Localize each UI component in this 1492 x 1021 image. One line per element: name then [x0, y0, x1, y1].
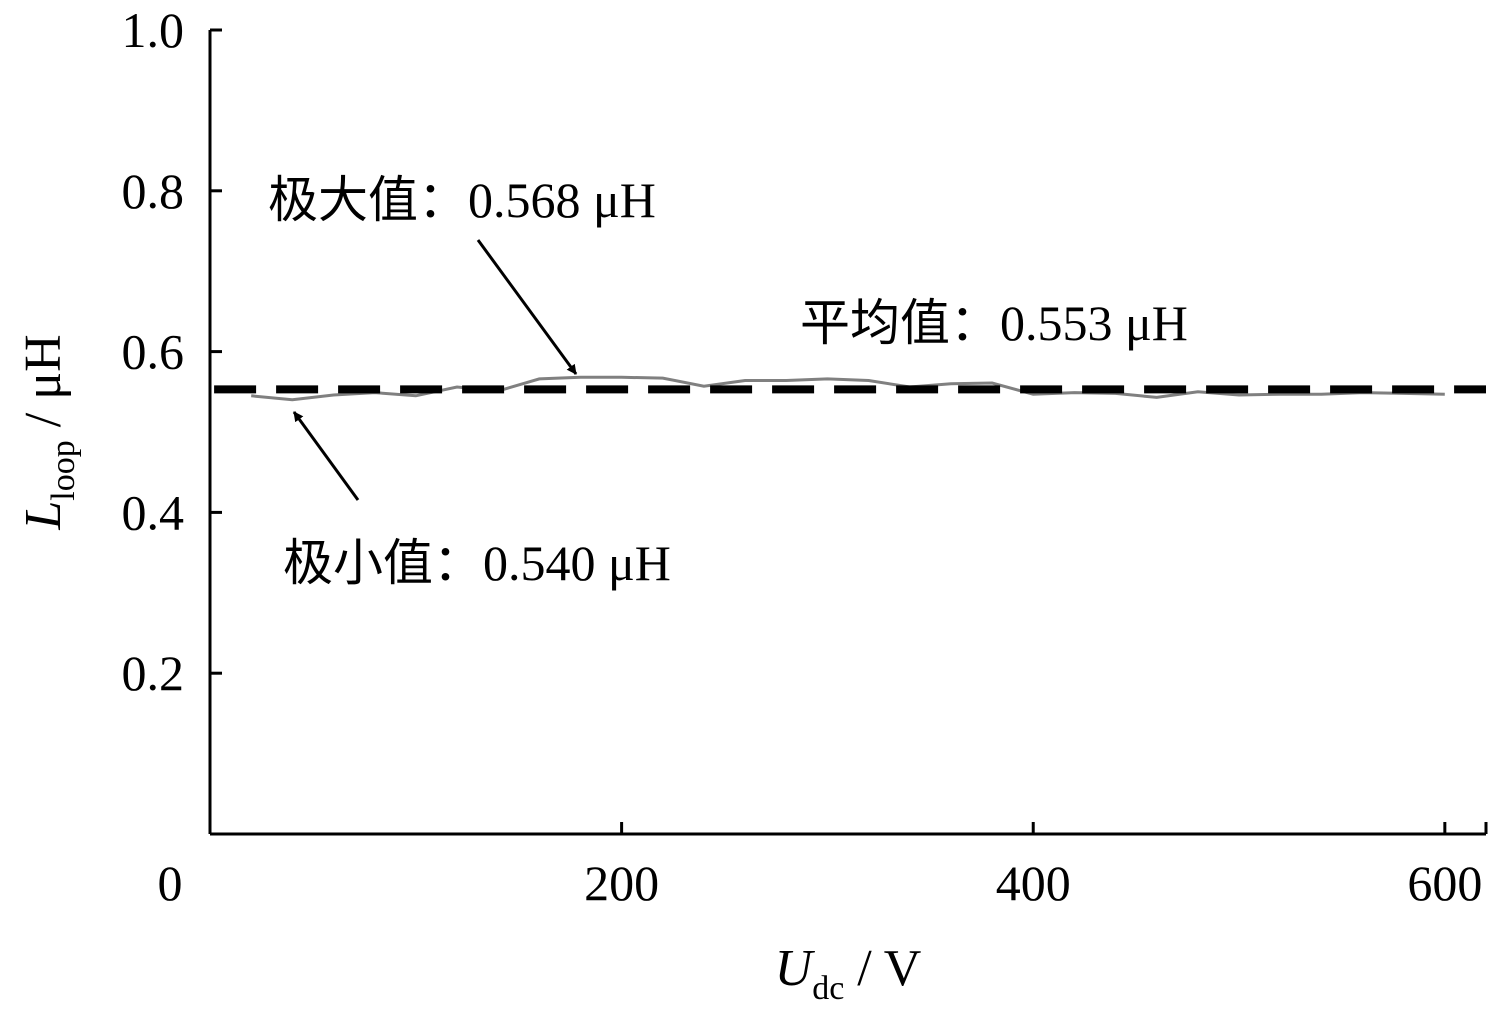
x-tick-label: 0: [158, 855, 183, 911]
y-tick-label: 0.6: [122, 324, 185, 380]
y-tick-label: 0.2: [122, 645, 185, 701]
x-ticks: 0 200 400 600: [158, 822, 1488, 911]
x-tick-label: 200: [584, 855, 659, 911]
x-axis-title: Udc / V: [775, 940, 922, 1007]
y-ticks: 0.2 0.4 0.6 0.8 1.0: [122, 2, 222, 701]
x-tick-label: 400: [996, 855, 1071, 911]
annotation-arrow-maximum: [476, 239, 578, 375]
y-tick-label: 1.0: [122, 2, 185, 58]
measured-series-line: [251, 375, 1445, 402]
y-tick-label: 0.4: [122, 484, 185, 540]
annotation-minimum: 极小值：0.540 μH: [283, 535, 671, 591]
x-tick-label: 600: [1407, 855, 1482, 911]
series-layer: [214, 375, 1486, 402]
annotation-arrow-minimum: [292, 411, 360, 501]
y-axis-title: Lloop / μH: [15, 334, 82, 530]
annotation-maximum: 极大值：0.568 μH: [268, 172, 656, 228]
y-tick-label: 0.8: [122, 163, 185, 219]
annotation-average: 平均值：0.553 μH: [800, 295, 1188, 351]
